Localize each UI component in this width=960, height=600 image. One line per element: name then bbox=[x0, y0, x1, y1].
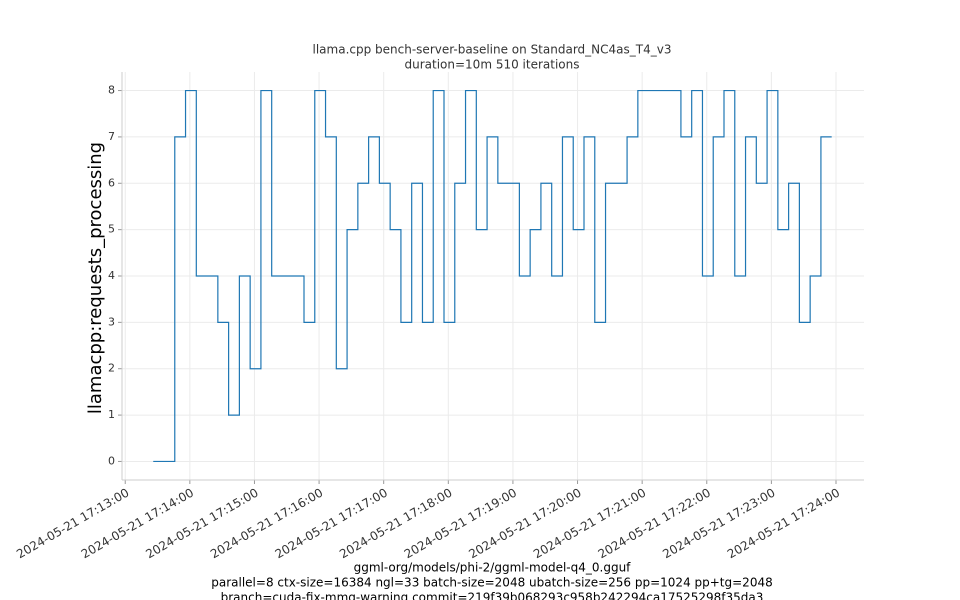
x-tick-label: 2024-05-21 17:15:00 bbox=[143, 486, 260, 562]
x-tick-label: 2024-05-21 17:16:00 bbox=[208, 486, 325, 562]
x-tick-label: 2024-05-21 17:17:00 bbox=[273, 486, 390, 562]
y-tick-label: 4 bbox=[108, 269, 115, 282]
chart-title: llama.cpp bench-server-baseline on Stand… bbox=[313, 43, 672, 57]
y-axis-label: llamacpp:requests_processing bbox=[85, 142, 106, 414]
footer-text: parallel=8 ctx-size=16384 ngl=33 batch-s… bbox=[211, 576, 772, 590]
y-tick-label: 2 bbox=[108, 362, 115, 375]
x-tick-label: 2024-05-21 17:18:00 bbox=[337, 486, 454, 562]
y-tick-label: 7 bbox=[108, 130, 115, 143]
footer-text: ggml-org/models/phi-2/ggml-model-q4_0.gg… bbox=[354, 561, 632, 575]
y-tick-label: 5 bbox=[108, 223, 115, 236]
y-tick-label: 8 bbox=[108, 84, 115, 97]
x-tick-label: 2024-05-21 17:21:00 bbox=[531, 486, 648, 562]
x-tick-label: 2024-05-21 17:19:00 bbox=[402, 486, 519, 562]
data-line bbox=[153, 89, 832, 463]
x-tick-label: 2024-05-21 17:14:00 bbox=[79, 486, 196, 562]
chart-subtitle: duration=10m 510 iterations bbox=[405, 58, 580, 72]
y-tick-label: 3 bbox=[108, 315, 115, 328]
x-tick-label: 2024-05-21 17:22:00 bbox=[596, 486, 713, 562]
y-tick-label: 1 bbox=[108, 408, 115, 421]
x-tick-label: 2024-05-21 17:23:00 bbox=[660, 486, 777, 562]
footer-text: branch=cuda-fix-mmq-warning commit=219f3… bbox=[221, 591, 764, 600]
y-tick-label: 6 bbox=[108, 176, 115, 189]
x-tick-label: 2024-05-21 17:20:00 bbox=[466, 486, 583, 562]
x-tick-label: 2024-05-21 17:24:00 bbox=[725, 486, 842, 562]
x-tick-label: 2024-05-21 17:13:00 bbox=[14, 486, 131, 562]
y-tick-label: 0 bbox=[108, 454, 115, 467]
